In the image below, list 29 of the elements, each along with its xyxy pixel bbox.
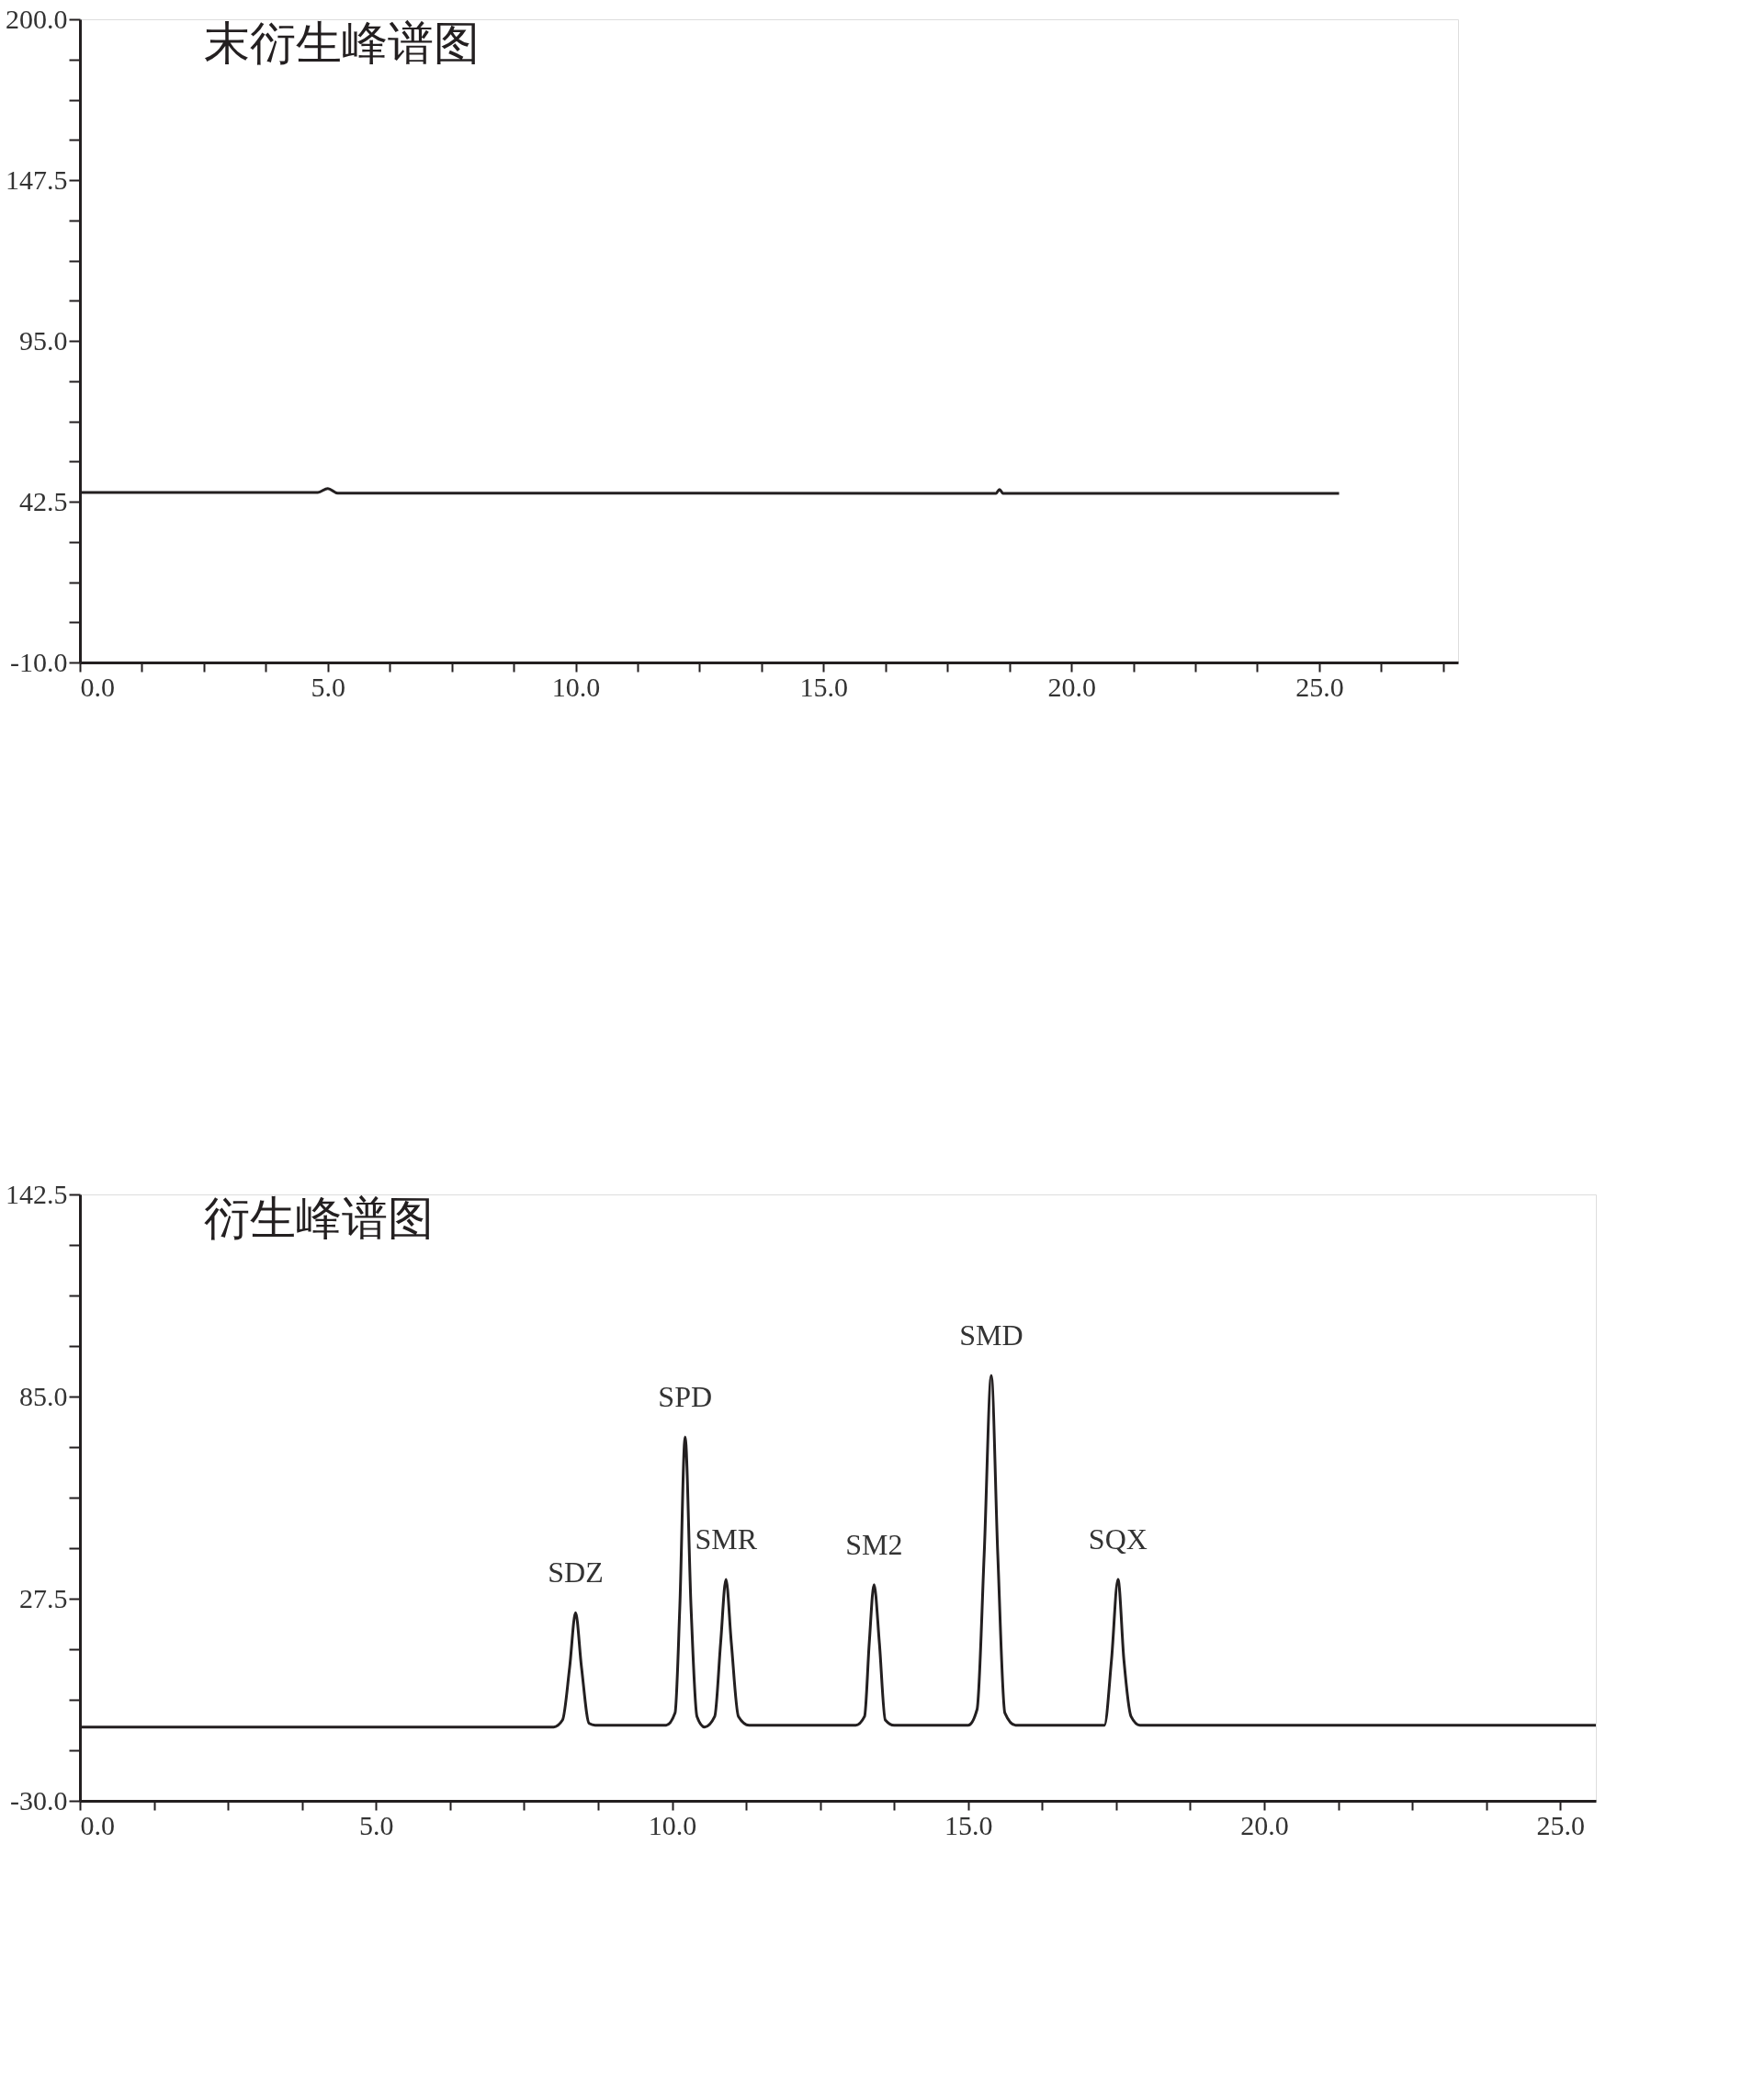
annotation: SM2 bbox=[845, 1527, 903, 1561]
annotation: SDZ bbox=[548, 1556, 604, 1590]
x-tick-label: 25.0 bbox=[1295, 671, 1344, 702]
chart-title: 衍生峰谱图 bbox=[204, 1192, 434, 1245]
y-tick-label: 85.0 bbox=[19, 1380, 68, 1411]
chart-title: 末衍生峰谱图 bbox=[204, 17, 480, 70]
annotation: SQX bbox=[1088, 1522, 1148, 1556]
x-tick-label: 0.0 bbox=[80, 671, 115, 702]
x-tick-label: 20.0 bbox=[1047, 671, 1096, 702]
y-tick-label: 142.5 bbox=[6, 1178, 68, 1209]
y-tick-label: -30.0 bbox=[10, 1784, 68, 1816]
annotation: SMD bbox=[959, 1318, 1023, 1352]
y-tick-label: 200.0 bbox=[6, 3, 68, 34]
x-tick-label: 5.0 bbox=[311, 671, 346, 702]
x-tick-label: 5.0 bbox=[359, 1809, 394, 1840]
annotation: SPD bbox=[658, 1380, 713, 1413]
x-tick-label: 15.0 bbox=[799, 671, 849, 702]
y-tick-label: 27.5 bbox=[19, 1582, 68, 1613]
x-tick-label: 10.0 bbox=[648, 1809, 697, 1840]
y-tick-label: 95.0 bbox=[19, 324, 68, 356]
x-tick-label: 10.0 bbox=[551, 671, 601, 702]
y-tick-label: 42.5 bbox=[19, 485, 68, 516]
y-tick-label: -10.0 bbox=[10, 646, 68, 677]
x-tick-label: 25.0 bbox=[1536, 1809, 1586, 1840]
x-tick-label: 20.0 bbox=[1240, 1809, 1289, 1840]
x-tick-label: 0.0 bbox=[80, 1809, 115, 1840]
y-tick-label: 147.5 bbox=[6, 164, 68, 195]
annotation: SMR bbox=[695, 1522, 758, 1556]
x-tick-label: 15.0 bbox=[944, 1809, 993, 1840]
